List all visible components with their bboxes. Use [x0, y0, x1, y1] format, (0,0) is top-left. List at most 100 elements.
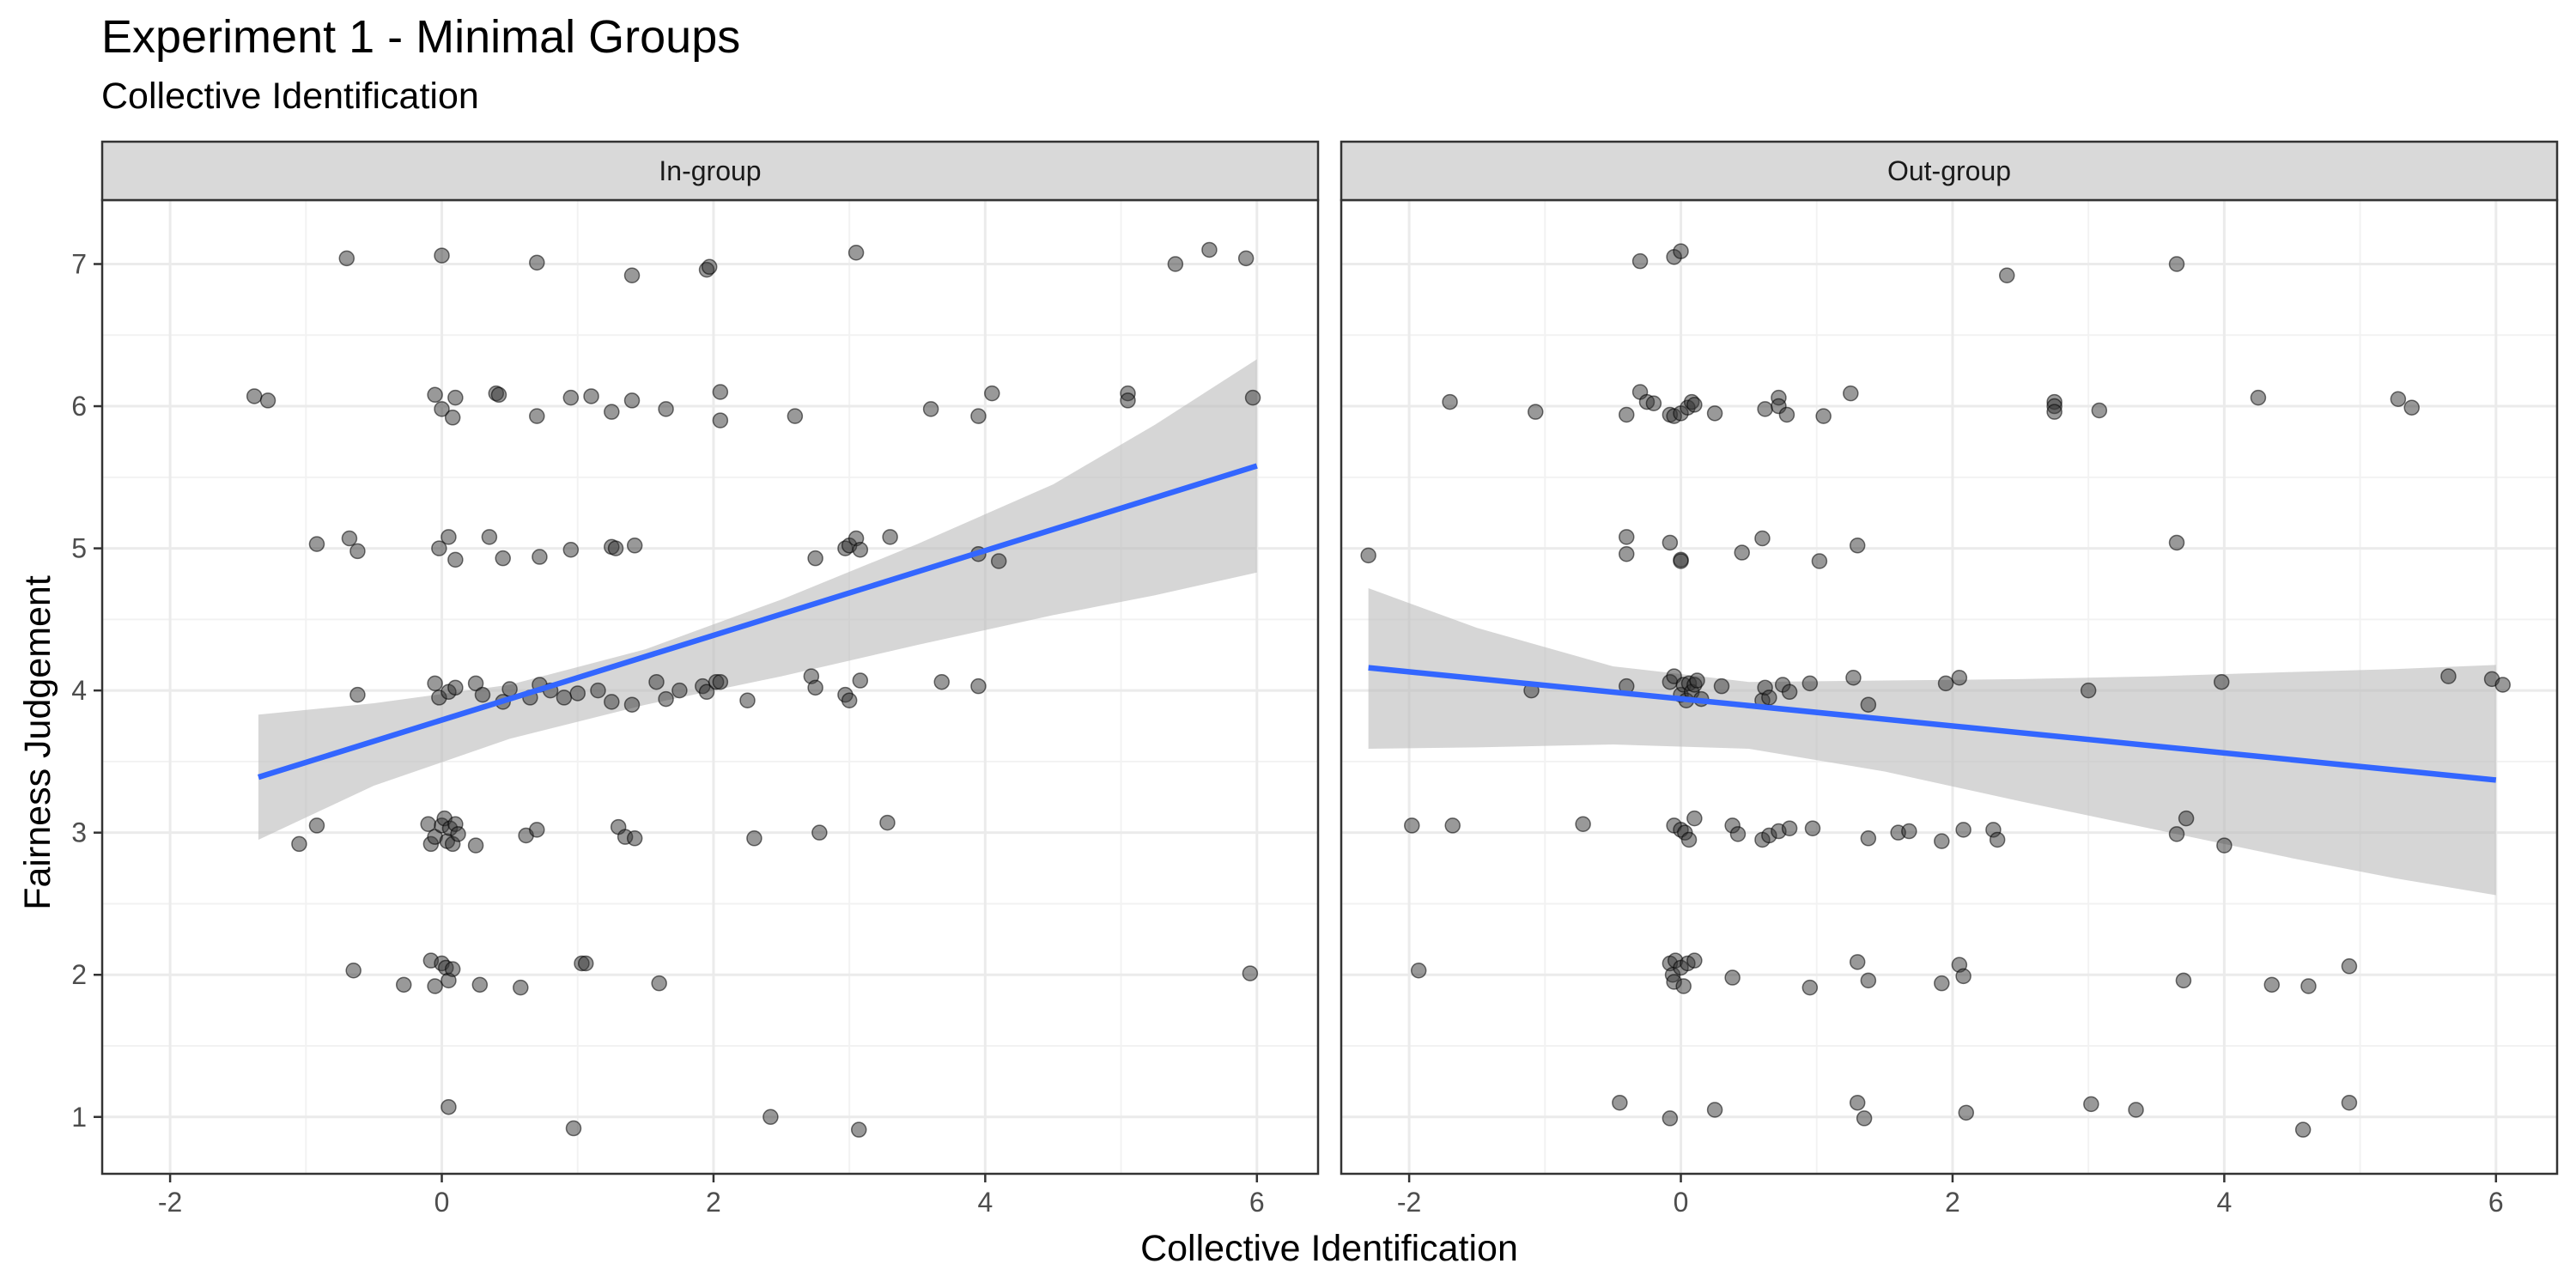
data-point [1951, 669, 1968, 686]
data-point [852, 541, 869, 558]
data-point [1444, 817, 1461, 834]
data-point [2300, 978, 2317, 994]
data-point [1201, 241, 1218, 258]
data-point [529, 822, 545, 838]
facet-strip [1340, 140, 2559, 202]
data-point [562, 389, 580, 406]
data-point [427, 978, 443, 994]
data-point [447, 679, 464, 696]
x-tick-label: 2 [706, 1187, 721, 1218]
data-point [447, 551, 464, 568]
data-point [658, 401, 674, 417]
data-point [345, 963, 361, 979]
data-point [1618, 406, 1635, 423]
data-point [474, 686, 491, 703]
x-tick-label: 4 [2216, 1187, 2232, 1218]
data-point [990, 553, 1007, 569]
x-axis-title: Collective Identification [1140, 1228, 1518, 1269]
data-point [341, 530, 358, 547]
data-point [1442, 393, 1458, 410]
data-point [922, 401, 939, 417]
data-point [1618, 529, 1635, 545]
data-point [1860, 830, 1877, 847]
data-point [1724, 969, 1741, 986]
data-point [1989, 831, 2006, 848]
data-point [604, 404, 620, 420]
data-point [583, 388, 599, 404]
data-point [984, 385, 1000, 402]
data-point [1955, 822, 1971, 838]
data-point [701, 258, 718, 276]
facet-strip-label: Out-group [1887, 155, 2011, 186]
x-tick-label: 6 [1249, 1187, 1265, 1218]
data-point [2213, 673, 2230, 690]
panel-in-group: In-group -2 0 2 4 6 1 2 3 4 5 6 7 [71, 140, 1320, 1218]
data-point [1856, 1110, 1873, 1127]
data-point [2403, 399, 2420, 416]
data-point [1860, 972, 1877, 989]
data-point [1527, 404, 1544, 420]
data-point [787, 408, 804, 424]
data-point [1645, 395, 1662, 411]
data-point [1901, 823, 1917, 840]
data-point [1801, 675, 1819, 692]
data-point [434, 401, 450, 417]
data-point [1689, 672, 1705, 689]
data-point [1934, 975, 1950, 992]
data-point [1815, 408, 1832, 424]
data-point [2046, 404, 2063, 420]
data-point [651, 975, 667, 992]
data-point [1729, 826, 1747, 842]
data-point [440, 529, 457, 545]
data-point [852, 672, 869, 689]
data-point [427, 386, 443, 404]
data-point [1706, 1102, 1723, 1118]
data-point [712, 384, 729, 400]
data-point [1849, 954, 1866, 970]
data-point [1811, 553, 1828, 569]
data-point [1713, 677, 1730, 695]
data-point [604, 694, 620, 710]
data-point [467, 837, 484, 854]
data-point [850, 1121, 867, 1138]
data-point [1781, 820, 1798, 836]
data-point [481, 529, 498, 545]
data-point [1804, 820, 1821, 836]
data-point [1934, 833, 1950, 849]
data-point [1662, 534, 1679, 551]
data-point [1612, 1094, 1628, 1111]
data-point [291, 835, 307, 853]
data-point [1706, 405, 1723, 422]
data-point [1761, 690, 1777, 706]
data-point [1757, 401, 1773, 417]
data-point [2250, 389, 2267, 406]
data-point [1781, 683, 1798, 701]
data-point [712, 412, 729, 428]
data-point [698, 683, 715, 701]
data-point [879, 814, 896, 831]
data-point [434, 247, 450, 264]
data-point [349, 543, 366, 560]
data-point [2128, 1102, 2144, 1118]
x-tick-label: 0 [434, 1187, 450, 1218]
data-point [2091, 402, 2108, 419]
data-point [2263, 976, 2281, 993]
data-point [501, 681, 518, 697]
data-point [1662, 1110, 1679, 1127]
data-point [2175, 972, 2192, 989]
data-point [1360, 547, 1376, 564]
data-point [529, 408, 545, 424]
data-point [1237, 250, 1255, 267]
data-point [626, 538, 643, 554]
y-tick-label: 5 [71, 533, 87, 564]
data-point [338, 250, 355, 267]
data-point [1120, 392, 1136, 409]
data-point [471, 976, 489, 993]
data-point [1955, 968, 1971, 985]
data-point [739, 692, 756, 708]
x-tick-label: 4 [977, 1187, 993, 1218]
facet-strip [100, 140, 1320, 202]
y-tick-label: 1 [71, 1102, 87, 1133]
data-point [308, 536, 325, 552]
data-point [431, 540, 447, 556]
